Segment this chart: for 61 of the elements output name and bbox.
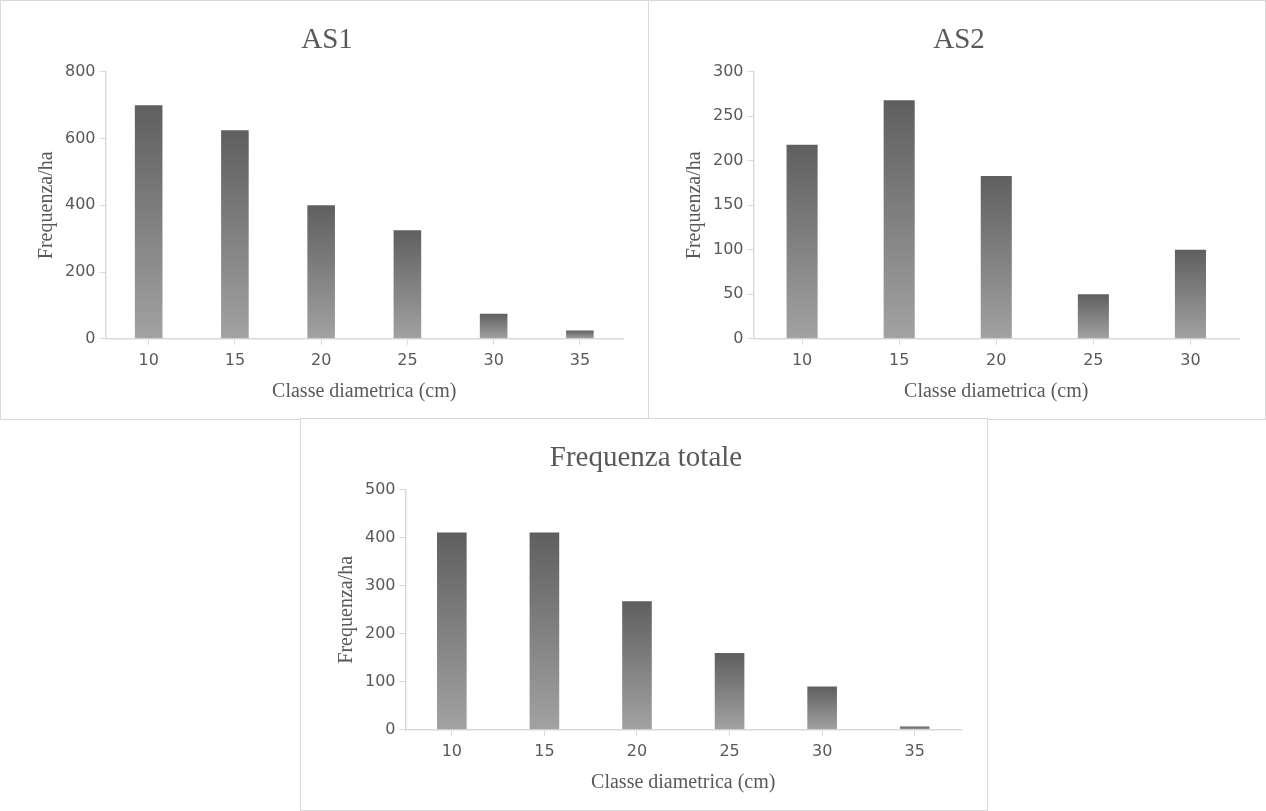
y-tick-label: 800: [64, 60, 96, 80]
bar: [622, 601, 652, 730]
x-tick-label: 10: [441, 740, 463, 760]
y-tick-label: 100: [364, 670, 396, 690]
y-tick-label: 50: [723, 283, 744, 303]
x-tick-label: 25: [1083, 349, 1104, 369]
x-axis-title: Classe diametrica (cm): [272, 379, 457, 403]
bar: [1174, 249, 1206, 339]
x-axis-title: Classe diametrica (cm): [591, 770, 776, 794]
x-tick-label: 20: [986, 349, 1007, 369]
y-tick-label: 400: [64, 194, 96, 214]
x-tick-label: 25: [719, 740, 740, 760]
y-tick-label: 200: [64, 261, 96, 281]
y-tick-label: 400: [364, 526, 396, 546]
x-tick-label: 35: [569, 349, 591, 369]
y-tick-label: 200: [364, 622, 396, 642]
y-axis-title: Frequenza/ha: [682, 151, 706, 260]
x-tick-label: 15: [534, 740, 555, 760]
bar: [807, 686, 837, 730]
bar: [714, 653, 745, 730]
y-tick-label: 500: [364, 478, 396, 498]
x-tick-label: 25: [397, 349, 418, 369]
x-tick-label: 35: [904, 740, 925, 760]
y-tick-label: 0: [85, 327, 96, 347]
x-axis-title: Classe diametrica (cm): [904, 379, 1089, 403]
bar: [786, 144, 818, 339]
chart-title: Frequenza totale: [549, 440, 743, 473]
y-tick-label: 250: [712, 105, 744, 125]
y-tick-label: 300: [712, 60, 744, 80]
bar: [221, 130, 249, 339]
x-tick-label: 15: [889, 349, 910, 369]
y-tick-label: 600: [64, 127, 96, 147]
chart-title: AS2: [933, 22, 985, 55]
bar: [566, 330, 594, 339]
bar: [479, 313, 508, 339]
bar: [1077, 294, 1109, 339]
bar: [307, 205, 335, 339]
y-tick-label: 100: [712, 238, 744, 258]
bar: [883, 100, 915, 339]
bar: [529, 532, 560, 730]
x-tick-label: 30: [811, 740, 833, 760]
bar: [437, 532, 467, 730]
y-axis-title: Frequenza/ha: [34, 151, 58, 260]
x-tick-label: 10: [138, 349, 159, 369]
bar: [393, 230, 422, 339]
bar: [134, 105, 163, 339]
x-tick-label: 20: [626, 740, 648, 760]
bar: [899, 726, 930, 730]
bar: [980, 175, 1012, 339]
x-tick-label: 20: [310, 349, 332, 369]
y-axis-title: Frequenza/ha: [334, 555, 358, 664]
x-tick-label: 30: [483, 349, 504, 369]
y-tick-label: 200: [712, 149, 744, 169]
chart-title: AS1: [301, 22, 353, 55]
x-tick-label: 30: [1180, 349, 1201, 369]
y-tick-label: 0: [733, 327, 744, 347]
x-tick-label: 10: [791, 349, 813, 369]
y-tick-label: 0: [385, 718, 396, 738]
y-tick-label: 150: [712, 194, 744, 214]
y-tick-label: 300: [364, 574, 396, 594]
x-tick-label: 15: [224, 349, 246, 369]
